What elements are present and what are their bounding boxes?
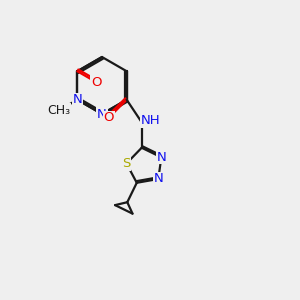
Text: S: S bbox=[122, 157, 131, 170]
Text: N: N bbox=[157, 151, 166, 164]
Text: O: O bbox=[103, 111, 114, 124]
Text: N: N bbox=[72, 93, 82, 106]
Text: N: N bbox=[97, 107, 107, 121]
Text: CH₃: CH₃ bbox=[47, 104, 70, 117]
Text: O: O bbox=[91, 76, 101, 88]
Text: N: N bbox=[153, 172, 163, 185]
Text: NH: NH bbox=[141, 114, 161, 127]
